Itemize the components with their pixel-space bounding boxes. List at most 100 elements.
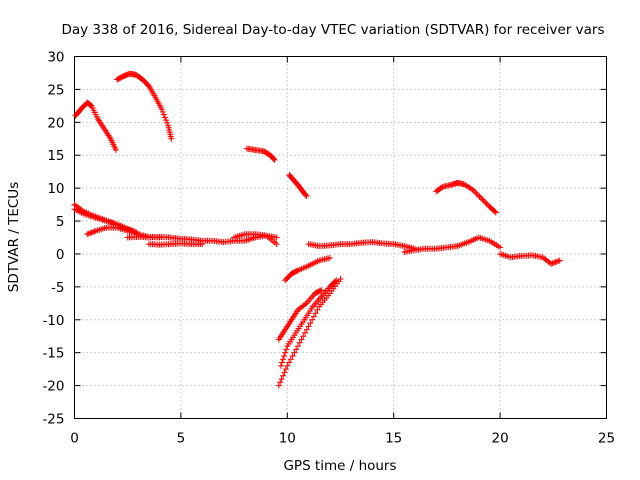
data-point <box>482 199 489 206</box>
y-tick-label: -25 <box>42 412 64 428</box>
x-tick-label: 15 <box>385 431 402 447</box>
data-point <box>305 323 312 330</box>
data-points <box>71 70 563 389</box>
data-point <box>278 359 285 366</box>
data-point <box>280 372 287 379</box>
data-point <box>553 258 560 265</box>
data-point <box>303 326 310 333</box>
data-point <box>293 267 300 274</box>
data-point <box>89 229 96 236</box>
x-tick-label: 0 <box>70 431 79 447</box>
y-tick-label: -10 <box>42 313 64 329</box>
data-point <box>271 156 278 163</box>
series-arc-15 <box>497 250 563 267</box>
data-point <box>302 301 309 308</box>
y-tick-label: 10 <box>47 181 64 197</box>
data-point <box>552 259 559 266</box>
x-tick-label: 20 <box>492 431 509 447</box>
data-point <box>477 195 484 202</box>
data-point <box>302 329 309 336</box>
data-point <box>298 336 305 343</box>
data-point <box>282 349 289 356</box>
data-point <box>548 260 555 267</box>
data-point <box>293 346 300 353</box>
data-point <box>479 196 486 203</box>
data-point <box>281 369 288 376</box>
data-point <box>91 228 98 235</box>
data-point <box>286 359 293 366</box>
data-point <box>483 200 490 207</box>
data-point <box>282 366 289 373</box>
data-point <box>318 287 325 294</box>
data-point <box>278 376 285 383</box>
series-arc-3 <box>243 145 278 163</box>
data-point <box>112 146 119 153</box>
data-point <box>289 352 296 359</box>
data-point <box>303 193 310 200</box>
y-tick-label: 0 <box>56 247 65 263</box>
x-tick-label: 5 <box>177 431 186 447</box>
series-arc-13 <box>305 239 418 252</box>
data-point <box>470 187 477 194</box>
grid <box>74 56 607 419</box>
data-point <box>161 114 168 121</box>
data-point <box>480 197 487 204</box>
data-point <box>497 244 504 251</box>
y-tick-label: 30 <box>47 50 64 66</box>
y-tick-label: -15 <box>42 346 64 362</box>
data-point <box>476 193 483 200</box>
data-point <box>85 230 92 237</box>
x-tick-label: 10 <box>279 431 296 447</box>
data-point <box>273 241 280 248</box>
data-point <box>281 352 288 359</box>
y-tick-label: 20 <box>47 115 64 131</box>
data-point <box>296 339 303 346</box>
data-point <box>163 117 170 124</box>
data-point <box>273 234 280 241</box>
data-point <box>294 343 301 350</box>
data-point <box>469 186 476 193</box>
data-point <box>302 192 309 199</box>
data-point <box>84 231 91 238</box>
data-point <box>277 379 284 386</box>
data-point <box>87 230 94 237</box>
plot-frame <box>74 56 607 419</box>
y-axis-ticks: -25 -20 -15 -10 -5 0 5 10 15 20 25 30 <box>42 50 607 428</box>
y-tick-label: -20 <box>42 379 64 395</box>
y-tick-label: 15 <box>47 148 64 164</box>
series-arc-5 <box>433 179 499 216</box>
data-point <box>168 135 175 142</box>
data-point <box>88 229 95 236</box>
data-point <box>270 156 277 163</box>
x-axis-ticks: 0 5 10 15 20 25 <box>70 56 615 447</box>
data-point <box>160 111 167 118</box>
y-tick-label: -5 <box>51 280 64 296</box>
data-point <box>300 333 307 340</box>
data-point <box>307 320 314 327</box>
chart-title: Day 338 of 2016, Sidereal Day-to-day VTE… <box>61 22 604 38</box>
data-point <box>549 260 556 267</box>
x-axis-label: GPS time / hours <box>283 458 396 474</box>
data-point <box>551 259 558 266</box>
series-arc-10 <box>145 240 206 248</box>
series-arc-14 <box>401 234 504 255</box>
data-point <box>317 287 324 294</box>
series-arc-12 <box>282 254 333 284</box>
y-tick-label: 25 <box>47 82 64 98</box>
data-point <box>287 356 294 363</box>
data-point <box>475 192 482 199</box>
data-point <box>291 349 298 356</box>
data-point <box>283 346 290 353</box>
data-point <box>284 362 291 369</box>
x-tick-label: 25 <box>598 431 615 447</box>
series-arc-2 <box>114 70 175 142</box>
data-point <box>472 189 479 196</box>
y-axis-label: SDTVAR / TECUs <box>6 182 22 292</box>
data-point <box>158 106 165 113</box>
data-point <box>280 356 287 363</box>
data-point <box>492 209 499 216</box>
data-point <box>310 313 317 320</box>
data-point <box>277 362 284 369</box>
y-tick-label: 5 <box>56 214 65 230</box>
